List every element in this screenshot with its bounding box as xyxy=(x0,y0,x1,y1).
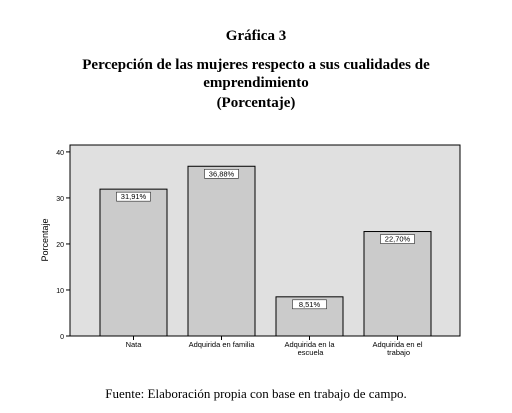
value-label: 8,51% xyxy=(299,300,321,309)
y-tick-label: 20 xyxy=(56,242,64,249)
value-label-box xyxy=(380,234,415,244)
chart-title: emprendimiento xyxy=(203,75,309,91)
y-tick-label: 30 xyxy=(56,196,64,203)
value-label-box xyxy=(292,299,327,310)
x-tick-label: Adquirida en la escuela xyxy=(284,340,335,357)
bar xyxy=(363,231,432,337)
y-axis-label: Porcentaje xyxy=(40,218,50,261)
source-note: Fuente: Elaboración propia con base en t… xyxy=(105,386,406,401)
x-tick-label: Adquirida en familia xyxy=(189,340,256,349)
value-label-box xyxy=(204,169,239,179)
bar xyxy=(99,188,168,337)
value-label: 31,91% xyxy=(121,192,147,201)
x-tick-label: Adquirida en el trabajo xyxy=(372,340,422,357)
chart-subtitle: (Porcentaje) xyxy=(217,95,296,111)
chart-title: Percepción de las mujeres respecto a sus… xyxy=(82,57,430,73)
value-label: 22,70% xyxy=(385,235,411,244)
y-tick-label: 40 xyxy=(56,150,64,157)
y-tick-label: 10 xyxy=(56,288,64,295)
y-tick-label: 0 xyxy=(60,334,64,341)
bar xyxy=(187,165,256,337)
x-tick-label: Nata xyxy=(126,340,143,349)
heading: Gráfica 3 xyxy=(226,28,286,44)
value-label: 36,88% xyxy=(209,169,235,178)
value-label-box xyxy=(116,191,151,202)
